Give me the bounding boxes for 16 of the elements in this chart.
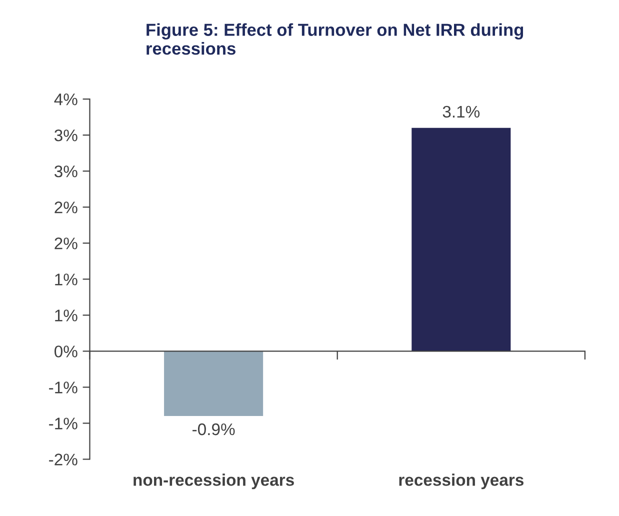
chart-title: Figure 5: Effect of Turnover on Net IRR during recessions (146, 23, 524, 55)
y-tick-label: -2% (49, 454, 78, 466)
y-tick-label: 3% (54, 166, 78, 178)
x-tick-label: recession years (399, 474, 524, 490)
x-tick-label: non-recession years (134, 474, 294, 490)
y-tick-label: -1% (49, 382, 78, 394)
y-tick-label: 1% (55, 274, 78, 286)
y-tick-label: 2% (54, 202, 78, 214)
y-tick-label: 2% (54, 238, 78, 250)
y-tick-label: 3% (54, 129, 78, 142)
data-label: 3.1% (442, 106, 480, 118)
y-tick-label: 1% (55, 310, 78, 322)
y-tick-label: 4% (54, 94, 78, 106)
y-tick-label: 0% (54, 346, 78, 358)
y-tick-label: -1% (49, 418, 78, 430)
data-label: -0.9% (192, 423, 235, 436)
